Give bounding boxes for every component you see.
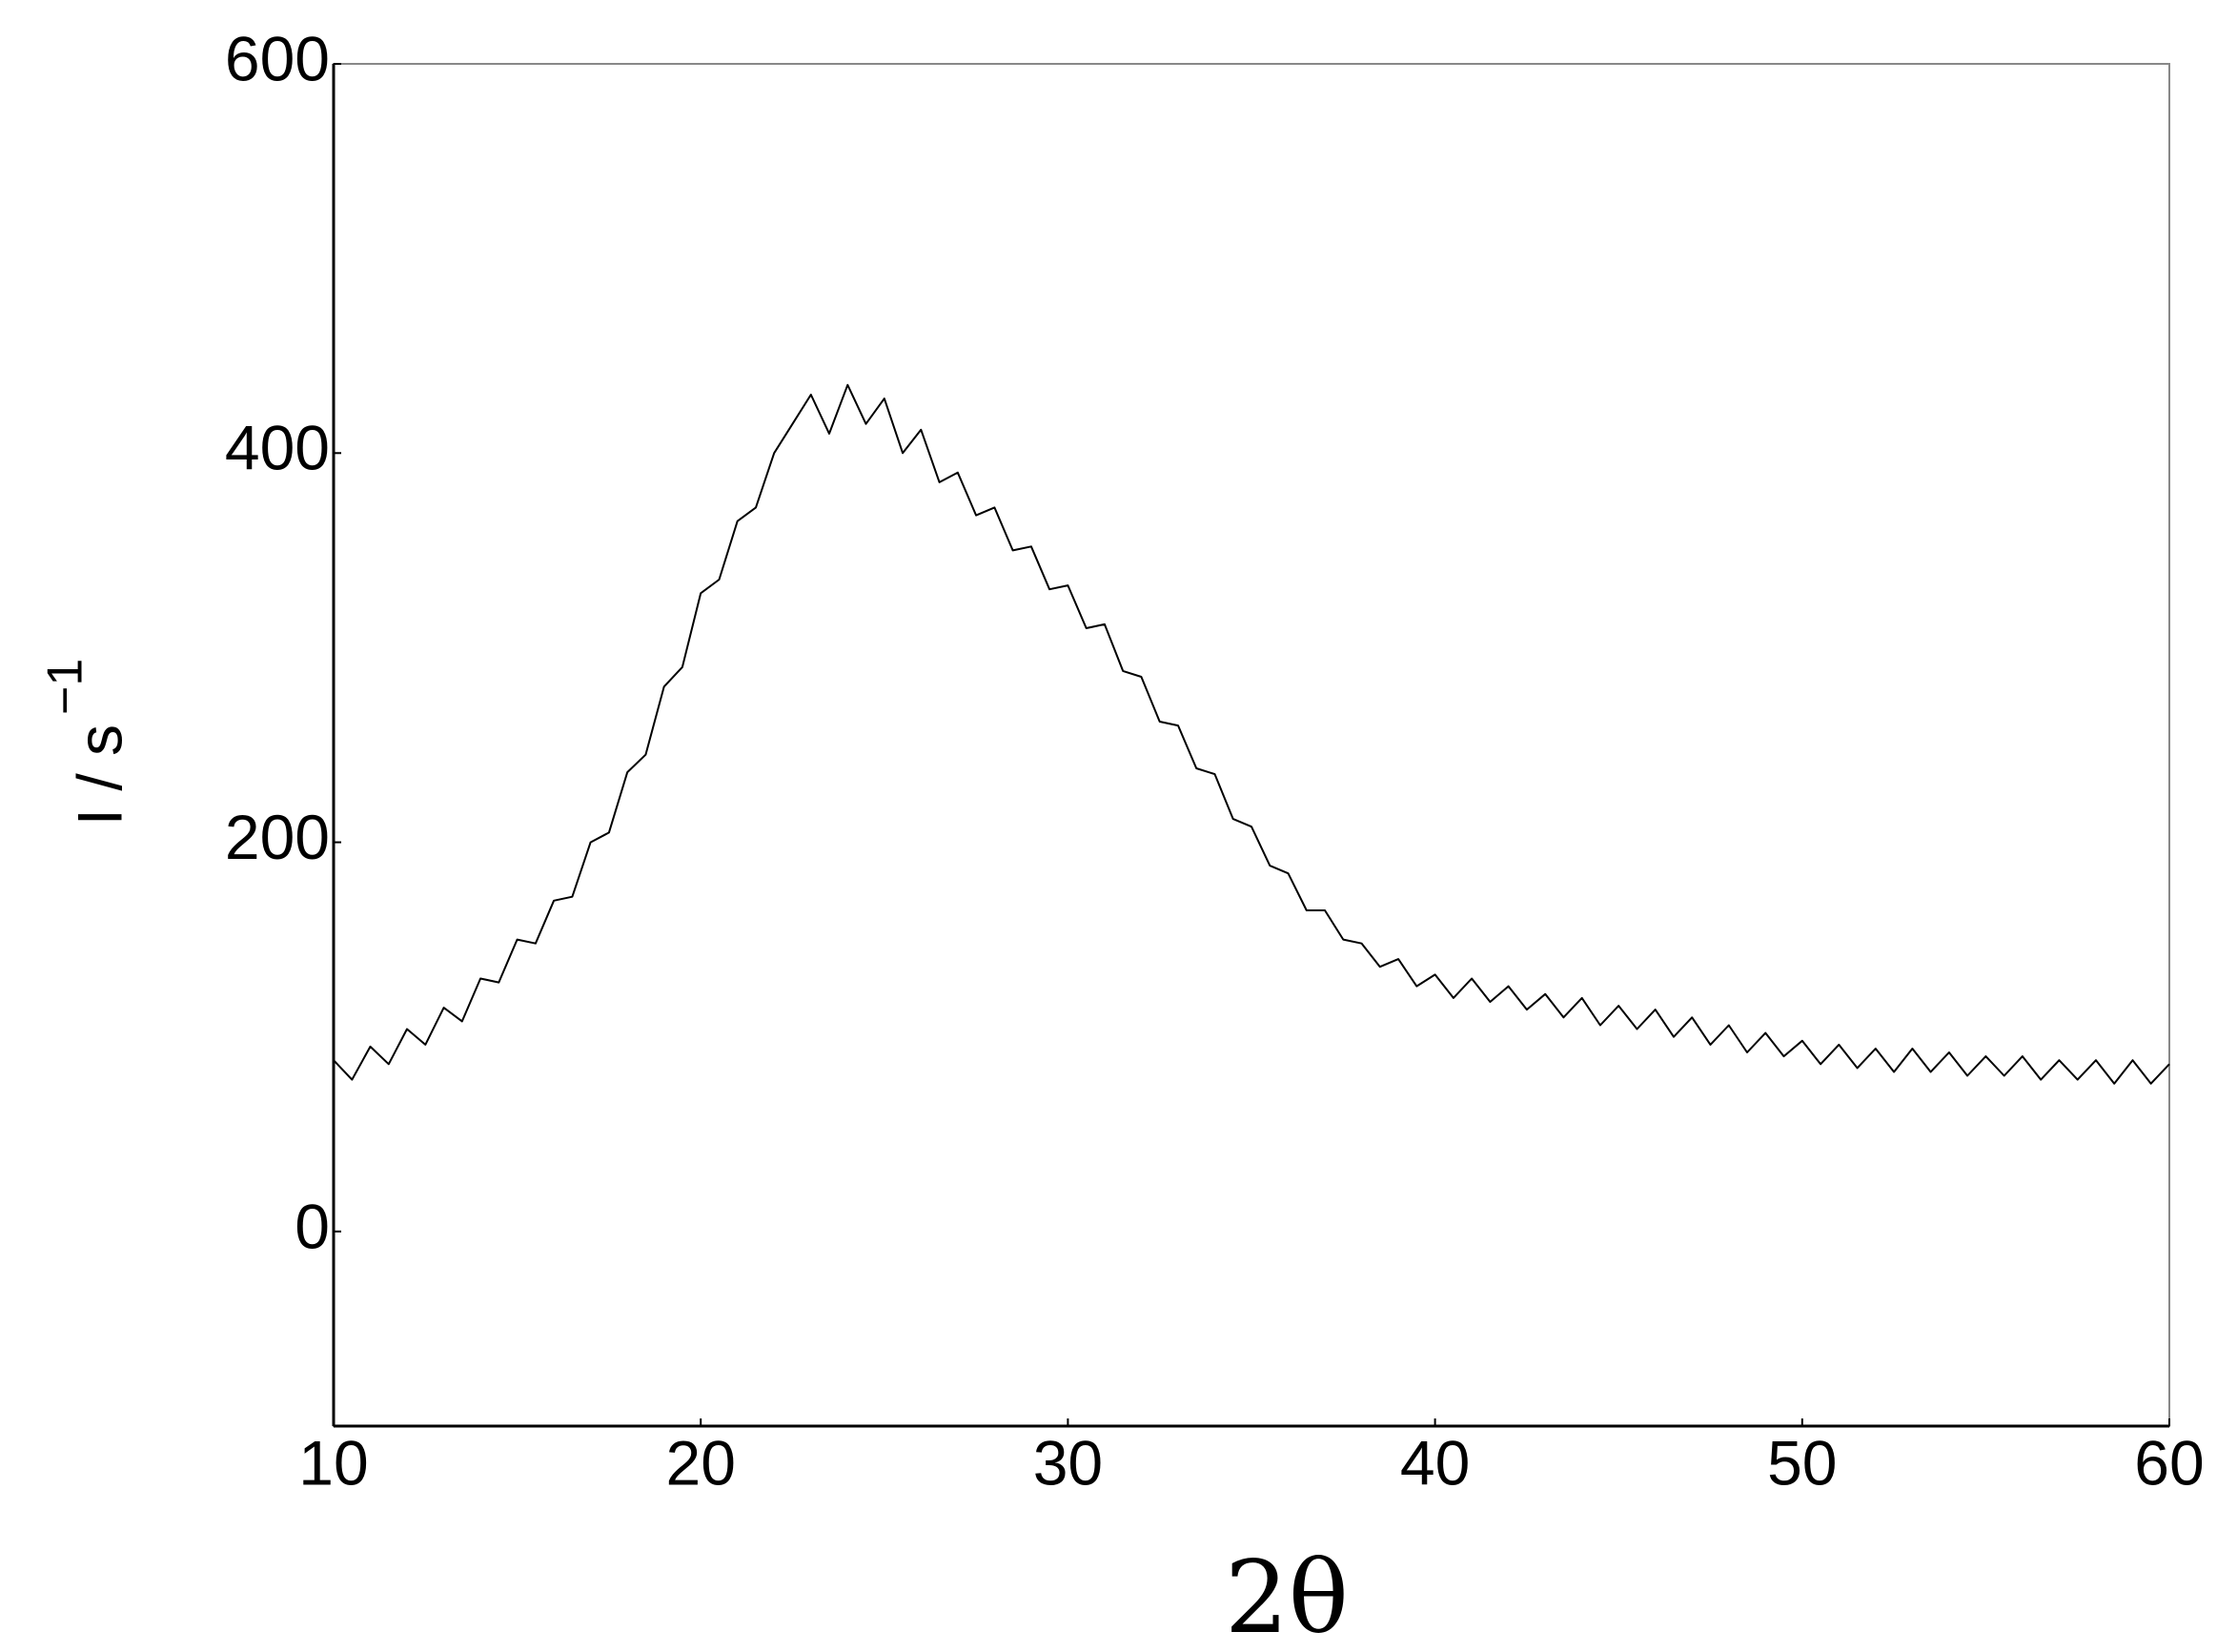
x-tick-label: 30 bbox=[1033, 1427, 1103, 1498]
plot-frame bbox=[333, 63, 2170, 1427]
x-tick-label: 20 bbox=[665, 1427, 735, 1498]
y-axis-label-superscript: −1 bbox=[38, 659, 93, 715]
data-line bbox=[333, 383, 2170, 1085]
x-tick-label: 60 bbox=[2134, 1427, 2204, 1498]
y-tick-label: 200 bbox=[225, 802, 330, 872]
y-axis-label-group: I / s −1 bbox=[38, 659, 135, 826]
x-axis-label: 2θ bbox=[1225, 1540, 1349, 1647]
x-tick-label: 40 bbox=[1400, 1427, 1470, 1498]
y-tick-label: 400 bbox=[225, 413, 330, 483]
y-tick-label: 0 bbox=[295, 1191, 330, 1261]
x-tick-label: 50 bbox=[1767, 1427, 1837, 1498]
y-tick-label: 600 bbox=[225, 23, 330, 93]
y-axis-label: I / s bbox=[64, 724, 134, 826]
x-tick-label: 10 bbox=[298, 1427, 368, 1498]
